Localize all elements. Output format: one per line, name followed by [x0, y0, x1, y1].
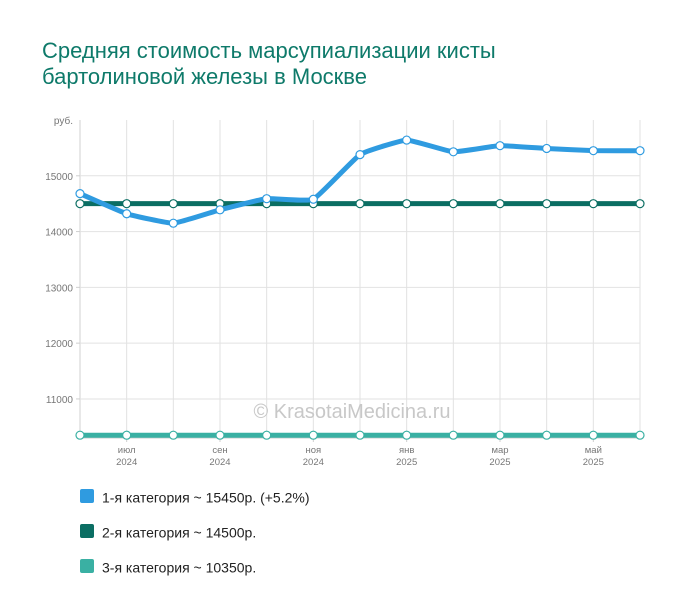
data-point-1	[75, 189, 85, 199]
series	[75, 135, 645, 440]
data-point-3	[495, 430, 505, 440]
data-point-2	[168, 199, 178, 209]
data-point-2	[588, 199, 598, 209]
legend-item-2[interactable]: 2-я категория ~ 14500р.	[80, 523, 256, 543]
y-tick-label: 13000	[45, 283, 73, 294]
x-tick-label-year: 2024	[116, 457, 137, 468]
data-point-2	[448, 199, 458, 209]
data-point-1	[402, 135, 412, 145]
data-point-1	[588, 146, 598, 156]
legend-swatch-1	[80, 489, 94, 504]
y-tick-label: 11000	[46, 395, 74, 406]
x-tick-label-month: мар	[491, 445, 508, 456]
data-point-1	[448, 147, 458, 157]
y-axis-unit: руб.	[54, 115, 73, 127]
y-tick-label: 14000	[45, 228, 73, 239]
data-point-2	[75, 199, 85, 209]
data-point-3	[308, 430, 318, 440]
x-tick-label-year: 2024	[209, 457, 230, 468]
legend-item-1[interactable]: 1-я категория ~ 15450р. (+5.2%)	[80, 488, 310, 508]
data-point-1	[355, 149, 365, 160]
data-point-3	[635, 430, 645, 440]
data-point-3	[262, 430, 272, 440]
data-point-1	[635, 146, 645, 156]
x-tick-label-month: май	[585, 445, 602, 456]
x-tick-label-year: 2025	[396, 457, 417, 468]
chart-title: Средняя стоимость марсупиализации кисты …	[42, 38, 496, 89]
x-tick-label-month: янв	[399, 445, 414, 456]
x-tick-label-year: 2024	[303, 457, 324, 468]
y-tick-label: 15000	[45, 172, 73, 183]
x-tick-label-month: сен	[212, 445, 227, 456]
data-point-1	[495, 141, 505, 151]
grid	[76, 120, 641, 439]
data-point-3	[448, 430, 458, 440]
data-point-3	[355, 430, 365, 440]
legend-label-3: 3-я категория ~ 10350р.	[102, 559, 257, 576]
data-point-3	[215, 430, 225, 440]
legend-swatch-3	[80, 559, 94, 574]
x-axis: июл2024сен2024ноя2024янв2025мар2025май20…	[116, 438, 604, 468]
y-tick-label: 12000	[45, 339, 73, 350]
data-point-3	[75, 430, 85, 440]
x-tick-label-month: июл	[118, 445, 136, 456]
data-point-2	[355, 199, 365, 209]
data-point-3	[542, 430, 552, 440]
data-point-3	[122, 430, 132, 440]
data-point-2	[635, 199, 645, 209]
x-tick-label-year: 2025	[583, 457, 604, 468]
legend-swatch-2	[80, 524, 94, 539]
data-point-2	[122, 199, 132, 209]
data-point-1	[542, 143, 552, 154]
series-3	[75, 430, 645, 440]
data-point-2	[542, 199, 552, 209]
data-point-3	[588, 430, 598, 440]
legend-label-2: 2-я категория ~ 14500р.	[102, 524, 257, 541]
legend-item-3[interactable]: 3-я категория ~ 10350р.	[80, 558, 256, 578]
x-tick-label-year: 2025	[489, 457, 510, 468]
data-point-1	[122, 209, 132, 219]
legend-label-1: 1-я категория ~ 15450р. (+5.2%)	[102, 489, 310, 506]
x-tick-label-month: ноя	[305, 445, 321, 456]
series-1	[75, 135, 645, 228]
data-point-1	[308, 194, 318, 204]
data-point-3	[168, 430, 178, 440]
watermark: © KrasotaiMedicina.ru	[253, 401, 450, 423]
data-point-2	[402, 199, 412, 209]
data-point-3	[402, 430, 412, 440]
series-2	[75, 199, 645, 209]
data-point-1	[215, 205, 225, 215]
data-point-1	[168, 218, 178, 228]
data-point-1	[262, 194, 272, 204]
y-axis: 11000 12000 13000 14000 15000 руб.	[45, 115, 73, 406]
data-point-2	[495, 199, 505, 209]
